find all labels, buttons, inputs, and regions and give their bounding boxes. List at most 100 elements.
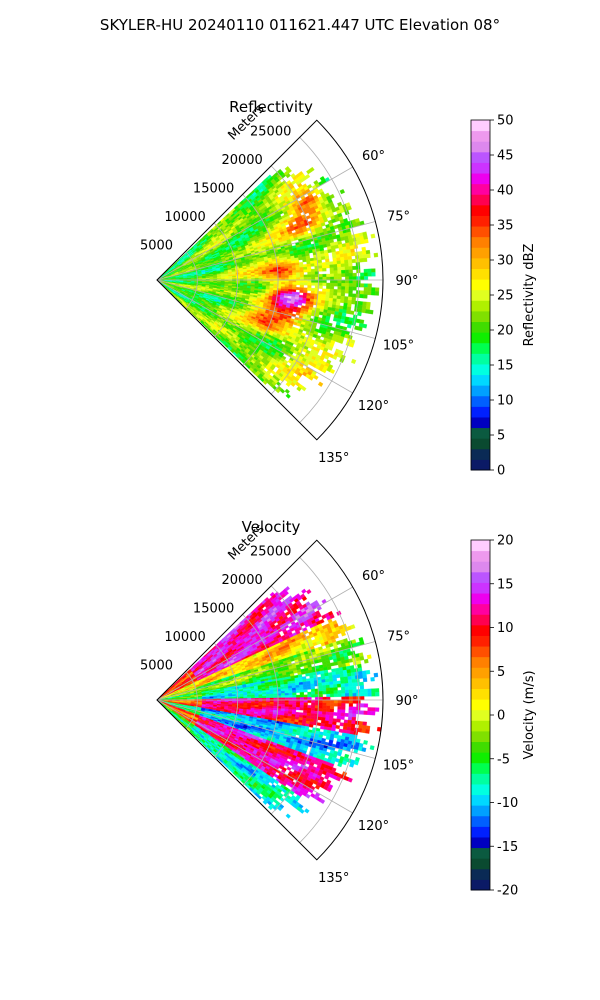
- colorbar-tick-label: 45: [497, 149, 514, 164]
- colorbar-segment: [471, 279, 490, 291]
- radar-bin: [365, 249, 371, 255]
- radar-bin: [284, 270, 289, 274]
- radar-bin: [340, 256, 345, 261]
- colorbar-tick-label: 10: [497, 394, 514, 409]
- colorbar-segment: [471, 332, 490, 344]
- colorbar-segment: [471, 363, 490, 376]
- radar-bin: [325, 261, 330, 266]
- radar-bin: [295, 287, 301, 291]
- radar-bin: [329, 267, 334, 272]
- radar-bin: [344, 263, 349, 268]
- radar-bin: [349, 310, 355, 315]
- radar-bin: [363, 294, 368, 299]
- radar-bin: [324, 255, 330, 260]
- radar-bin: [332, 295, 338, 300]
- radar-bin: [329, 288, 334, 293]
- radar-bin: [333, 282, 338, 287]
- radar-bin: [269, 269, 274, 273]
- radar-bin: [284, 388, 290, 394]
- radar-bin: [299, 274, 305, 278]
- colorbar-segment: [471, 226, 490, 238]
- radar-bin: [325, 297, 330, 302]
- radar-bin: [350, 252, 356, 257]
- radar-bin: [337, 276, 342, 281]
- colorbar-segment: [471, 321, 490, 333]
- radar-bin: [332, 257, 337, 262]
- radar-bin: [273, 271, 278, 275]
- radar-bin: [322, 268, 327, 272]
- radar-bin: [359, 258, 364, 263]
- radar-bin: [341, 283, 346, 287]
- colorbar-segment: [471, 385, 490, 397]
- radar-bin: [304, 173, 311, 180]
- radar-bin: [346, 323, 352, 329]
- radar-bin: [281, 282, 286, 285]
- radar-bin: [330, 276, 335, 281]
- radar-bin: [368, 309, 374, 315]
- radar-bin: [330, 282, 335, 287]
- radar-bin: [247, 281, 252, 284]
- radar-bin: [288, 275, 293, 278]
- radar-bin: [269, 285, 274, 289]
- colorbar-segment: [471, 173, 490, 185]
- radar-bin: [311, 277, 316, 281]
- radar-bin: [303, 282, 308, 286]
- radar-bin: [337, 289, 342, 294]
- radar-bin: [296, 282, 301, 286]
- radar-bin: [299, 287, 304, 291]
- radar-bin: [363, 283, 369, 288]
- radar-bin: [336, 295, 342, 300]
- radar-bin: [254, 276, 259, 279]
- radar-bin: [326, 276, 331, 281]
- radar-bin: [365, 305, 371, 311]
- radar-bin: [336, 257, 341, 262]
- radar-bin: [295, 267, 300, 271]
- radar-bin: [303, 287, 308, 291]
- radar-bin: [306, 266, 312, 270]
- radar-bin: [311, 279, 316, 283]
- radar-bin: [288, 272, 293, 276]
- figure-title: SKYLER-HU 20240110 011621.447 UTC Elevat…: [99, 16, 501, 34]
- radar-bin: [318, 274, 323, 278]
- radar-bin: [340, 299, 345, 304]
- radar-bin: [348, 279, 354, 284]
- radar-bin: [303, 266, 308, 270]
- angular-tick-label: 60°: [362, 149, 385, 164]
- colorbar-tick-label: 35: [497, 219, 514, 234]
- radar-bin: [363, 276, 369, 281]
- radar-bin: [352, 276, 357, 281]
- radar-bin: [266, 275, 271, 279]
- radar-bin: [325, 258, 330, 263]
- radar-bin: [307, 271, 312, 275]
- colorbar-segment: [471, 300, 490, 312]
- radar-bin: [373, 252, 379, 258]
- radar-bin: [329, 294, 334, 299]
- radar-bin: [362, 254, 367, 259]
- colorbar-segment: [471, 353, 490, 365]
- radar-bin: [333, 264, 338, 268]
- radar-bin: [307, 277, 312, 281]
- radar-bin: [224, 277, 229, 279]
- radar-bin: [280, 286, 286, 290]
- radar-bin: [348, 273, 353, 277]
- colorbar-tick-label: 0: [497, 464, 505, 479]
- radar-bin: [337, 283, 342, 287]
- radar-bin: [308, 249, 313, 254]
- radar-bin: [292, 274, 297, 278]
- radar-bin: [325, 288, 331, 293]
- radar-bin: [340, 289, 346, 294]
- radar-bin: [292, 284, 297, 288]
- radar-bin: [299, 289, 304, 293]
- radar-bin: [329, 285, 335, 290]
- radar-bin: [352, 272, 357, 277]
- radar-bin: [320, 256, 326, 260]
- radar-bin: [299, 282, 305, 286]
- radar-field: [156, 586, 382, 819]
- radar-bin: [351, 358, 357, 365]
- radar-bin: [374, 291, 380, 296]
- radar-bin: [358, 251, 363, 256]
- radar-bin: [317, 381, 324, 387]
- radar-bin: [298, 256, 303, 261]
- radar-bin: [291, 265, 296, 269]
